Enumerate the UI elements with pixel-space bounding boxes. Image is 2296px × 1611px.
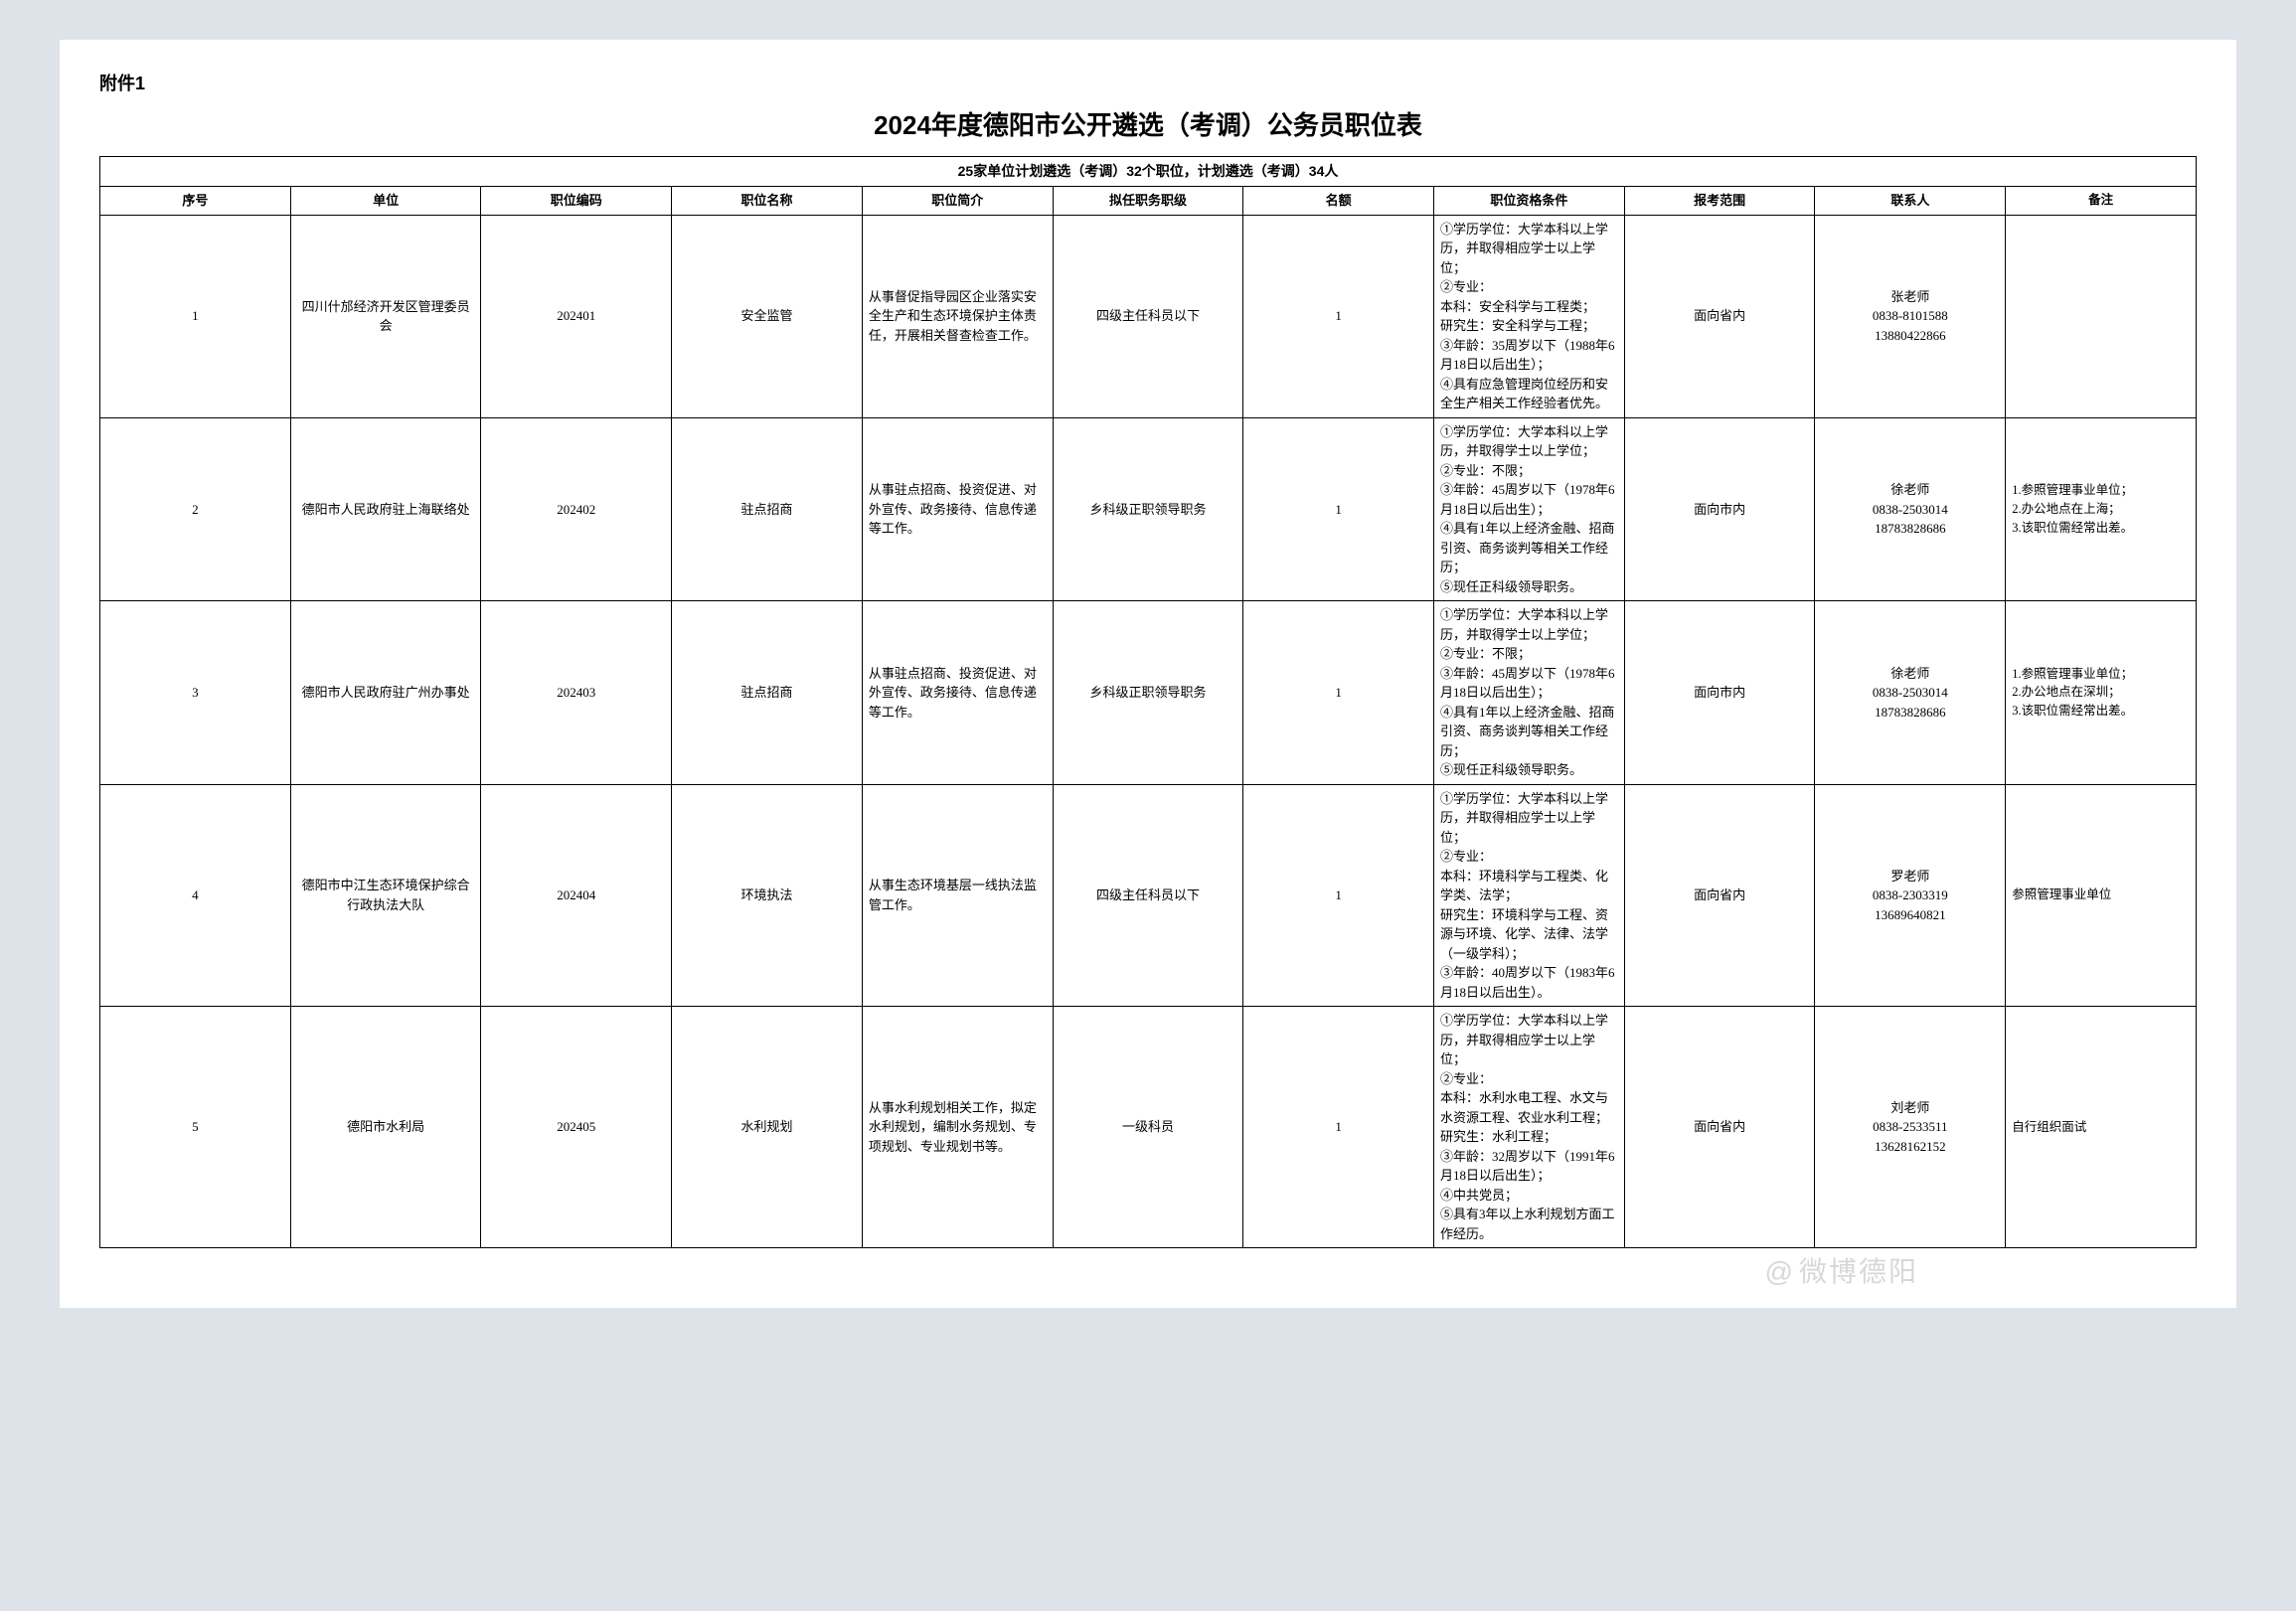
cell-rank: 四级主任科员以下 bbox=[1053, 215, 1243, 417]
cell-scope: 面向省内 bbox=[1624, 215, 1815, 417]
table-summary-row: 25家单位计划遴选（考调）32个职位，计划遴选（考调）34人 bbox=[100, 157, 2197, 187]
cell-desc: 从事督促指导园区企业落实安全生产和生态环境保护主体责任，开展相关督查检查工作。 bbox=[862, 215, 1053, 417]
cell-qual: ①学历学位：大学本科以上学历，并取得学士以上学位； ②专业：不限； ③年龄：45… bbox=[1434, 601, 1625, 785]
cell-remark: 自行组织面试 bbox=[2006, 1007, 2197, 1248]
cell-rank: 乡科级正职领导职务 bbox=[1053, 417, 1243, 601]
cell-qual: ①学历学位：大学本科以上学历，并取得相应学士以上学位； ②专业： 本科：环境科学… bbox=[1434, 784, 1625, 1007]
cell-desc: 从事水利规划相关工作，拟定水利规划，编制水务规划、专项规划、专业规划书等。 bbox=[862, 1007, 1053, 1248]
document-page: 附件1 2024年度德阳市公开遴选（考调）公务员职位表 25家单位计划遴选（考调… bbox=[60, 40, 2236, 1308]
cell-remark: 1.参照管理事业单位； 2.办公地点在深圳； 3.该职位需经常出差。 bbox=[2006, 601, 2197, 785]
col-remark: 备注 bbox=[2006, 187, 2197, 216]
cell-rank: 一级科员 bbox=[1053, 1007, 1243, 1248]
cell-quota: 1 bbox=[1243, 601, 1434, 785]
table-row: 4德阳市中江生态环境保护综合行政执法大队202404环境执法从事生态环境基层一线… bbox=[100, 784, 2197, 1007]
cell-code: 202405 bbox=[481, 1007, 672, 1248]
table-row: 5德阳市水利局202405水利规划从事水利规划相关工作，拟定水利规划，编制水务规… bbox=[100, 1007, 2197, 1248]
watermark: 微博德阳 bbox=[1765, 1250, 1918, 1290]
cell-desc: 从事生态环境基层一线执法监管工作。 bbox=[862, 784, 1053, 1007]
cell-contact: 刘老师 0838-2533511 13628162152 bbox=[1815, 1007, 2006, 1248]
cell-desc: 从事驻点招商、投资促进、对外宣传、政务接待、信息传递等工作。 bbox=[862, 417, 1053, 601]
col-rank: 拟任职务职级 bbox=[1053, 187, 1243, 216]
col-seq: 序号 bbox=[100, 187, 291, 216]
cell-remark: 参照管理事业单位 bbox=[2006, 784, 2197, 1007]
cell-scope: 面向市内 bbox=[1624, 601, 1815, 785]
cell-unit: 德阳市中江生态环境保护综合行政执法大队 bbox=[290, 784, 481, 1007]
cell-unit: 四川什邡经济开发区管理委员会 bbox=[290, 215, 481, 417]
col-pname: 职位名称 bbox=[672, 187, 863, 216]
cell-remark: 1.参照管理事业单位； 2.办公地点在上海； 3.该职位需经常出差。 bbox=[2006, 417, 2197, 601]
cell-qual: ①学历学位：大学本科以上学历，并取得学士以上学位； ②专业：不限； ③年龄：45… bbox=[1434, 417, 1625, 601]
table-row: 3德阳市人民政府驻广州办事处202403驻点招商从事驻点招商、投资促进、对外宣传… bbox=[100, 601, 2197, 785]
cell-seq: 2 bbox=[100, 417, 291, 601]
cell-seq: 4 bbox=[100, 784, 291, 1007]
cell-code: 202404 bbox=[481, 784, 672, 1007]
col-contact: 联系人 bbox=[1815, 187, 2006, 216]
cell-pname: 水利规划 bbox=[672, 1007, 863, 1248]
col-code: 职位编码 bbox=[481, 187, 672, 216]
col-desc: 职位简介 bbox=[862, 187, 1053, 216]
col-qual: 职位资格条件 bbox=[1434, 187, 1625, 216]
col-quota: 名额 bbox=[1243, 187, 1434, 216]
cell-qual: ①学历学位：大学本科以上学历，并取得相应学士以上学位； ②专业： 本科：水利水电… bbox=[1434, 1007, 1625, 1248]
cell-quota: 1 bbox=[1243, 1007, 1434, 1248]
col-unit: 单位 bbox=[290, 187, 481, 216]
table-header-row: 序号 单位 职位编码 职位名称 职位简介 拟任职务职级 名额 职位资格条件 报考… bbox=[100, 187, 2197, 216]
table-row: 1四川什邡经济开发区管理委员会202401安全监管从事督促指导园区企业落实安全生… bbox=[100, 215, 2197, 417]
attachment-label: 附件1 bbox=[99, 70, 2197, 95]
cell-scope: 面向省内 bbox=[1624, 784, 1815, 1007]
cell-seq: 5 bbox=[100, 1007, 291, 1248]
cell-contact: 徐老师 0838-2503014 18783828686 bbox=[1815, 601, 2006, 785]
cell-code: 202401 bbox=[481, 215, 672, 417]
cell-rank: 四级主任科员以下 bbox=[1053, 784, 1243, 1007]
col-scope: 报考范围 bbox=[1624, 187, 1815, 216]
cell-unit: 德阳市人民政府驻上海联络处 bbox=[290, 417, 481, 601]
cell-pname: 安全监管 bbox=[672, 215, 863, 417]
table-row: 2德阳市人民政府驻上海联络处202402驻点招商从事驻点招商、投资促进、对外宣传… bbox=[100, 417, 2197, 601]
cell-pname: 驻点招商 bbox=[672, 417, 863, 601]
cell-quota: 1 bbox=[1243, 215, 1434, 417]
cell-pname: 驻点招商 bbox=[672, 601, 863, 785]
cell-desc: 从事驻点招商、投资促进、对外宣传、政务接待、信息传递等工作。 bbox=[862, 601, 1053, 785]
cell-unit: 德阳市人民政府驻广州办事处 bbox=[290, 601, 481, 785]
cell-contact: 罗老师 0838-2303319 13689640821 bbox=[1815, 784, 2006, 1007]
cell-qual: ①学历学位：大学本科以上学历，并取得相应学士以上学位； ②专业： 本科：安全科学… bbox=[1434, 215, 1625, 417]
cell-code: 202403 bbox=[481, 601, 672, 785]
cell-contact: 张老师 0838-8101588 13880422866 bbox=[1815, 215, 2006, 417]
cell-contact: 徐老师 0838-2503014 18783828686 bbox=[1815, 417, 2006, 601]
document-title: 2024年度德阳市公开遴选（考调）公务员职位表 bbox=[99, 105, 2197, 142]
cell-remark bbox=[2006, 215, 2197, 417]
cell-pname: 环境执法 bbox=[672, 784, 863, 1007]
cell-seq: 3 bbox=[100, 601, 291, 785]
cell-rank: 乡科级正职领导职务 bbox=[1053, 601, 1243, 785]
cell-scope: 面向市内 bbox=[1624, 417, 1815, 601]
positions-table: 25家单位计划遴选（考调）32个职位，计划遴选（考调）34人 序号 单位 职位编… bbox=[99, 156, 2197, 1248]
cell-quota: 1 bbox=[1243, 417, 1434, 601]
table-summary-cell: 25家单位计划遴选（考调）32个职位，计划遴选（考调）34人 bbox=[100, 157, 2197, 187]
cell-scope: 面向省内 bbox=[1624, 1007, 1815, 1248]
cell-seq: 1 bbox=[100, 215, 291, 417]
cell-code: 202402 bbox=[481, 417, 672, 601]
cell-unit: 德阳市水利局 bbox=[290, 1007, 481, 1248]
cell-quota: 1 bbox=[1243, 784, 1434, 1007]
